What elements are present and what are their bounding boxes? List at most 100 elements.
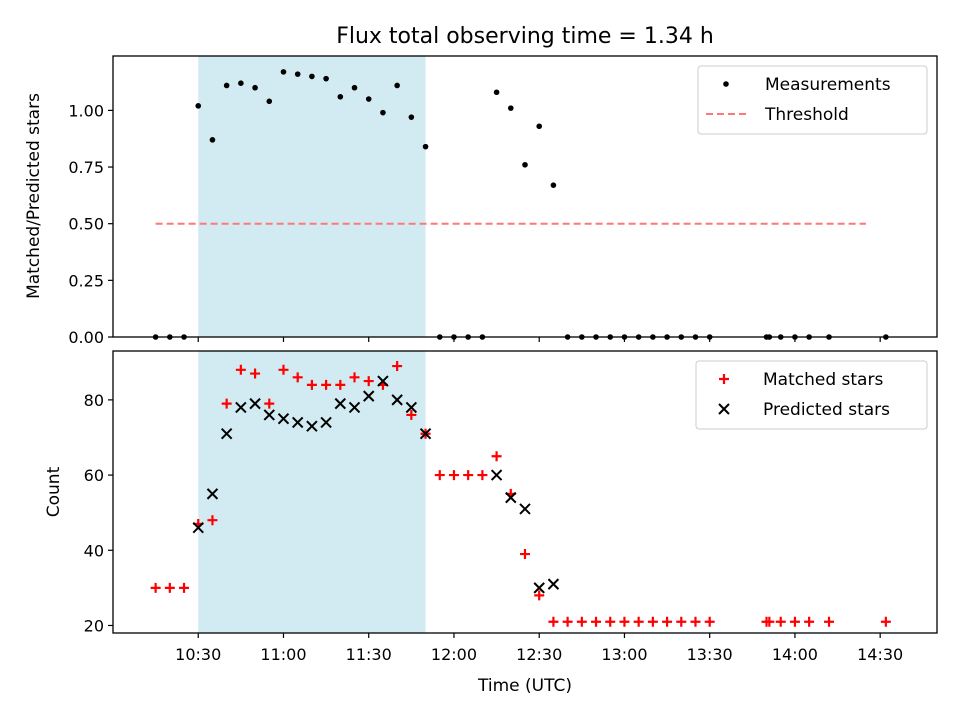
x-axis-label: Time (UTC) [477, 676, 572, 696]
legend-label: Threshold [764, 105, 849, 125]
measurement-point [351, 84, 358, 91]
matched-star-point [534, 590, 545, 601]
matched-star-point [363, 376, 374, 387]
x-tick-label: 11:30 [346, 645, 392, 664]
legend-box [697, 65, 928, 135]
legend-dot-marker [723, 81, 729, 87]
predicted-star-point [206, 488, 219, 500]
matched-star-point [321, 379, 332, 390]
matched-star-point [591, 616, 602, 627]
measurement-point [280, 69, 287, 75]
predicted-star-point [320, 416, 332, 429]
predicted-star-point [220, 428, 233, 440]
y-axis-label-count: Count [44, 466, 64, 517]
predicted-star-point [505, 491, 517, 504]
predicted-star-point [249, 397, 261, 410]
x-tick-label: 13:30 [687, 645, 733, 664]
count-legend: Matched stars Predicted stars [695, 360, 928, 430]
matched-star-point [690, 616, 701, 627]
matched-star-point [392, 361, 403, 372]
ratio-axes-frame [112, 55, 938, 338]
predicted-star-point [291, 416, 304, 429]
measurement-point [309, 73, 315, 80]
predicted-star-point [235, 401, 247, 414]
measurement-point [266, 98, 273, 105]
matched-star-point [292, 372, 303, 383]
measurement-point [238, 80, 244, 86]
matched-star-point [491, 451, 502, 462]
matched-star-point [477, 470, 488, 481]
ratio-y-tick-label: 0.25 [68, 271, 104, 290]
matched-star-point [235, 364, 246, 375]
measurement-point [380, 109, 386, 116]
predicted-star-point [277, 412, 290, 425]
measurement-point [522, 161, 528, 168]
matched-star-point [250, 368, 261, 379]
predicted-star-point [419, 428, 432, 440]
legend-box [695, 360, 928, 430]
measurement-point [195, 103, 202, 109]
count-highlight-span [198, 351, 426, 633]
predicted-star-point [348, 401, 361, 414]
predicted-star-point [192, 522, 204, 534]
matched-star-point [576, 616, 587, 627]
legend-cross-marker [718, 403, 730, 415]
matched-star-point [349, 372, 360, 383]
matched-star-point [207, 515, 218, 526]
predicted-star-point [391, 394, 403, 406]
ratio-y-tick-label: 0.50 [68, 215, 104, 234]
matched-star-point [704, 616, 715, 627]
predicted-star-point [519, 503, 531, 515]
matched-star-point [264, 398, 275, 409]
measurement-point [252, 84, 258, 91]
measurement-point [223, 82, 230, 89]
measurement-point [294, 71, 301, 77]
matched-star-point [448, 470, 459, 481]
ratio-highlight-span [198, 56, 426, 337]
matched-star-point [789, 616, 800, 627]
matched-star-point [633, 616, 644, 627]
x-tick-label: 14:30 [857, 645, 903, 664]
predicted-star-point [547, 578, 560, 590]
measurement-point [422, 143, 429, 150]
matched-star-point [647, 616, 658, 627]
matched-star-point [434, 470, 445, 481]
matched-star-point [676, 616, 687, 627]
count-y-tick-label: 80 [84, 391, 104, 410]
count-y-tick-label: 20 [84, 616, 104, 635]
ratio-y-tick-label: 0.00 [68, 328, 104, 347]
predicted-star-point [377, 375, 389, 387]
x-tick-label: 10:30 [175, 645, 221, 664]
predicted-star-point [263, 409, 275, 421]
measurement-point [337, 93, 344, 100]
matched-star-point [662, 616, 673, 627]
matched-star-point [775, 616, 786, 627]
matched-star-point [548, 616, 559, 627]
x-tick-label: 13:00 [601, 645, 647, 664]
matched-star-point [520, 549, 530, 560]
count-y-tick-label: 40 [84, 541, 104, 560]
legend-label: Measurements [765, 75, 891, 95]
legend-plus-marker [719, 374, 729, 384]
matched-star-point [463, 470, 474, 481]
count-y-tick-label: 60 [84, 466, 104, 485]
ratio-legend: Measurements Threshold [697, 65, 928, 135]
predicted-star-point [334, 397, 347, 410]
matched-star-point [278, 364, 289, 375]
matched-star-point [605, 616, 616, 627]
matched-star-point [880, 616, 891, 627]
measurement-point [408, 114, 415, 120]
measurement-point [550, 182, 557, 188]
measurement-point [536, 123, 543, 130]
matched-star-point [164, 582, 175, 593]
predicted-star-point [490, 469, 503, 481]
predicted-star-point [363, 390, 375, 402]
measurement-point [323, 75, 329, 82]
x-tick-label: 11:00 [260, 645, 306, 664]
legend-label: Matched stars [763, 370, 883, 390]
measurement-point [394, 82, 400, 89]
matched-star-point [804, 616, 815, 627]
legend-label: Predicted stars [763, 400, 890, 420]
y-axis-label-ratio: Matched/Predicted stars [24, 93, 44, 299]
